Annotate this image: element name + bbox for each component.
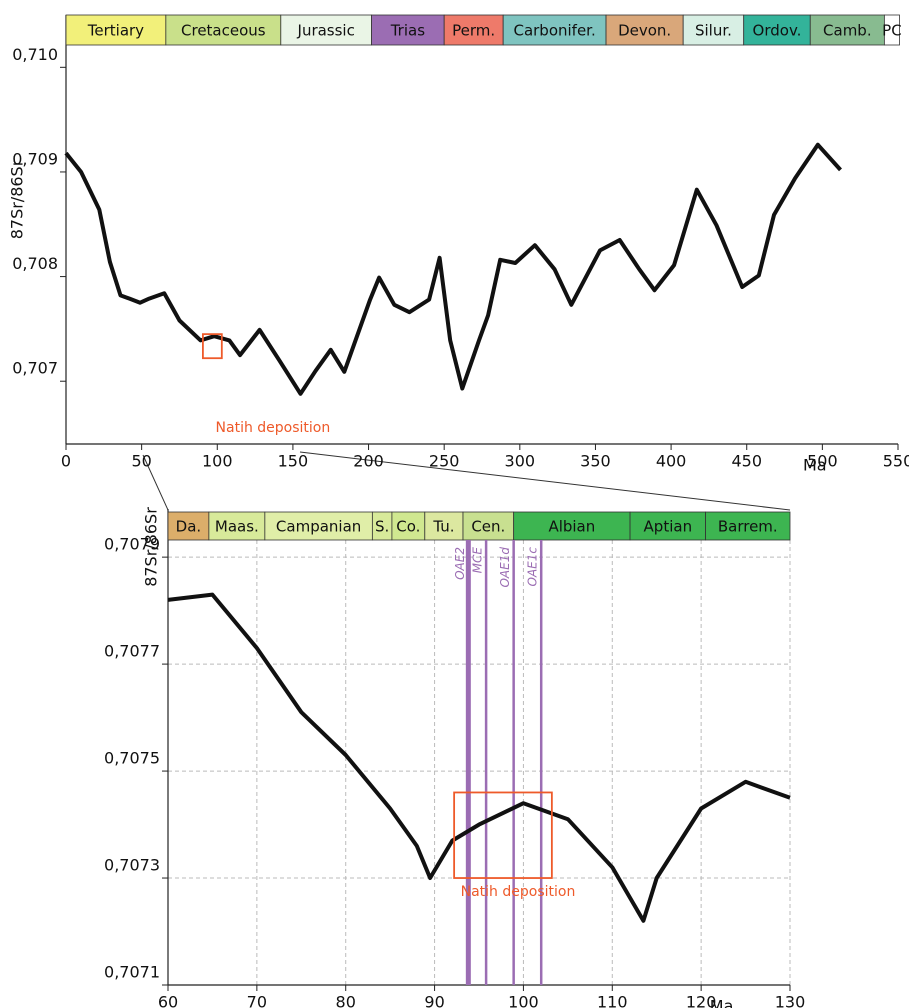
period-band — [165, 14, 282, 46]
x-tick-label: 500 — [807, 452, 838, 471]
y-tick-label: 0,710 — [12, 45, 58, 64]
y-tick-label: 0,7073 — [104, 856, 160, 875]
band-label: PC — [882, 22, 902, 40]
period-band — [629, 511, 706, 541]
highlight-box — [453, 791, 553, 879]
period-band — [883, 14, 900, 46]
band-label: Cretaceous — [181, 22, 266, 40]
band-label: Aptian — [644, 518, 693, 536]
period-band — [280, 14, 372, 46]
y-tick-label: 0,7075 — [104, 749, 160, 768]
zoom-connector — [299, 451, 791, 511]
band-label: Da. — [176, 518, 202, 536]
x-tick-label: 90 — [424, 993, 444, 1008]
band-label: Tertiary — [87, 22, 144, 40]
x-tick-label: 200 — [353, 452, 384, 471]
period-band — [605, 14, 684, 46]
x-tick-label: 130 — [775, 993, 806, 1008]
period-band — [502, 14, 607, 46]
band-label: Ordov. — [753, 22, 802, 40]
band-label: Jurassic — [297, 22, 355, 40]
x-tick-label: 350 — [580, 452, 611, 471]
band-label: S. — [375, 518, 389, 536]
y-tick-label: 0,7071 — [104, 963, 160, 982]
band-label: Barrem. — [718, 518, 778, 536]
y-tick-label: 0,707 — [12, 359, 58, 378]
band-label: Camb. — [823, 22, 872, 40]
highlight-label: Natih deposition — [461, 884, 576, 900]
y-axis-label: 87Sr/86Sr — [142, 507, 161, 587]
period-band — [424, 511, 464, 541]
band-label: Carbonifer. — [513, 22, 595, 40]
band-label: Silur. — [695, 22, 732, 40]
y-axis-label: 87Sr/86Sr — [8, 159, 27, 239]
x-tick-label: 300 — [505, 452, 536, 471]
band-label: Trias — [390, 22, 425, 40]
data-line — [64, 142, 842, 396]
x-axis-label: Ma — [710, 997, 734, 1008]
highlight-label: Natih deposition — [216, 420, 331, 436]
band-label: Cen. — [471, 518, 505, 536]
y-tick-label: 0,7079 — [104, 535, 160, 554]
x-tick-label: 50 — [131, 452, 151, 471]
period-band — [743, 14, 811, 46]
event-label: MCE — [471, 547, 485, 574]
band-label: Campanian — [276, 518, 361, 536]
period-band — [462, 511, 515, 541]
period-band — [264, 511, 373, 541]
y-tick-label: 0,709 — [12, 149, 58, 168]
x-tick-label: 150 — [278, 452, 309, 471]
period-band — [391, 511, 426, 541]
period-band — [443, 14, 504, 46]
x-tick-label: 0 — [61, 452, 71, 471]
event-label: OAE1d — [498, 547, 512, 588]
band-label: Co. — [396, 518, 420, 536]
period-band — [371, 14, 445, 46]
x-tick-label: 110 — [597, 993, 628, 1008]
x-axis-label: Ma — [803, 456, 827, 475]
x-tick-label: 100 — [508, 993, 539, 1008]
highlight-box — [202, 333, 223, 360]
zoom-connector — [142, 454, 169, 511]
event-label: OAE2 — [453, 547, 467, 580]
band-label: Perm. — [452, 22, 495, 40]
band-label: Albian — [548, 518, 595, 536]
data-line — [167, 592, 791, 923]
x-tick-label: 450 — [731, 452, 762, 471]
y-tick-label: 0,7077 — [104, 642, 160, 661]
x-tick-label: 100 — [202, 452, 233, 471]
x-tick-label: 250 — [429, 452, 460, 471]
event-label: OAE1c — [526, 547, 540, 587]
y-tick-label: 0,708 — [12, 254, 58, 273]
x-tick-label: 60 — [158, 993, 178, 1008]
period-band — [682, 14, 745, 46]
x-tick-label: 550 — [883, 452, 909, 471]
x-tick-label: 70 — [247, 993, 267, 1008]
band-label: Tu. — [432, 518, 454, 536]
x-tick-label: 120 — [686, 993, 717, 1008]
x-tick-label: 400 — [656, 452, 687, 471]
period-band — [809, 14, 885, 46]
period-band — [513, 511, 631, 541]
band-label: Maas. — [215, 518, 259, 536]
x-tick-label: 80 — [336, 993, 356, 1008]
period-band — [65, 14, 167, 46]
period-band — [705, 511, 791, 541]
band-label: Devon. — [618, 22, 671, 40]
